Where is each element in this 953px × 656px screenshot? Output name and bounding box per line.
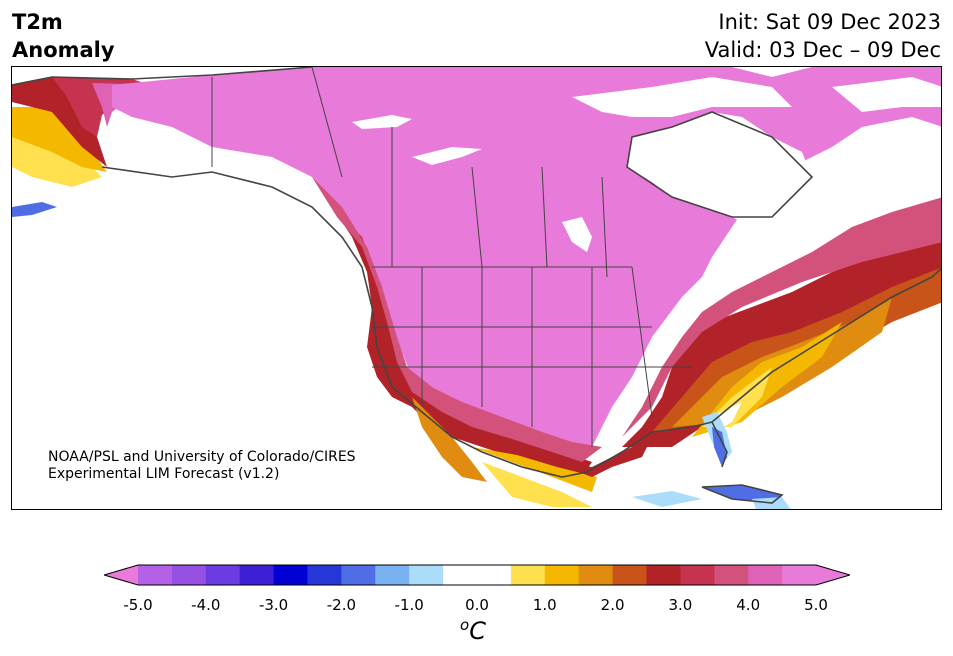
siberia-blue — [12, 202, 57, 217]
colorbar-tick-label: -2.0 — [326, 596, 357, 614]
colorbar-segment — [443, 565, 478, 585]
colorbar-segment — [714, 565, 749, 585]
colorbar-segment — [748, 565, 783, 585]
colorbar-segment — [477, 565, 512, 585]
florida-blue — [712, 427, 727, 467]
colorbar-over-arrow — [816, 565, 850, 585]
arctic-water-1 — [572, 77, 792, 117]
colorbar-tick-label: -3.0 — [258, 596, 289, 614]
colorbar-segment — [409, 565, 444, 585]
lake-1 — [352, 115, 412, 129]
anomaly-map — [11, 66, 942, 510]
colorbar-segment — [612, 565, 647, 585]
unit-letter: C — [469, 617, 486, 645]
colorbar-graphic — [102, 564, 852, 586]
colorbar-segment — [239, 565, 275, 585]
credit-text: NOAA/PSL and University of Colorado/CIRE… — [48, 449, 356, 483]
lake-2 — [412, 147, 482, 165]
colorbar-tick-label: 2.0 — [600, 596, 625, 614]
colorbar-segment — [341, 565, 376, 585]
colorbar-tick-label: -1.0 — [394, 596, 424, 614]
political-borders — [211, 67, 692, 447]
gulf-red — [552, 437, 652, 477]
mexico-yellow — [482, 462, 592, 507]
credit-line-1: NOAA/PSL and University of Colorado/CIRE… — [48, 449, 356, 465]
colorbar-segment — [510, 565, 546, 585]
east-rose-band — [622, 197, 941, 437]
colorbar-segment — [578, 565, 614, 585]
quantity-label: Anomaly — [12, 38, 115, 62]
init-date: Init: Sat 09 Dec 2023 — [718, 10, 941, 34]
colorbar-segment — [782, 565, 817, 585]
arctic-water-2 — [832, 77, 941, 112]
map-canvas — [12, 67, 941, 509]
colorbar-segment — [544, 565, 580, 585]
colorbar-tick-label: 4.0 — [736, 596, 761, 614]
hudson-bay — [627, 112, 812, 227]
alaska-pink — [92, 83, 162, 127]
colorbar-tick-label: -5.0 — [123, 596, 153, 614]
colorbar-tick-label: 5.0 — [804, 596, 828, 614]
colorbar-segment — [307, 565, 342, 585]
caribbean-light — [632, 491, 702, 507]
west-rose-band — [312, 177, 602, 462]
colorbar-tick-label: 1.0 — [532, 596, 557, 614]
colorbar-under-arrow — [104, 565, 138, 585]
colorbar-segment — [171, 565, 207, 585]
colorbar — [102, 560, 852, 594]
colorbar-segment — [375, 565, 410, 585]
colorbar-segment — [273, 565, 308, 585]
lake-3 — [562, 217, 592, 252]
colorbar-segment — [646, 565, 681, 585]
coastlines — [12, 67, 941, 504]
mexico-orange — [412, 397, 487, 482]
forecast-dates: Init: Sat 09 Dec 2023 Valid: 03 Dec – 09… — [705, 8, 941, 64]
alaska-gold — [12, 107, 107, 172]
credit-line-2: Experimental LIM Forecast (v1.2) — [48, 466, 280, 482]
colorbar-unit: oC — [460, 616, 486, 645]
valid-range: Valid: 03 Dec – 09 Dec — [704, 38, 941, 62]
colorbar-segment — [138, 565, 173, 585]
west-red-band — [302, 187, 592, 477]
colorbar-tick-label: -4.0 — [191, 596, 221, 614]
variable-label: T2m — [12, 10, 63, 34]
colorbar-segment — [680, 565, 715, 585]
degree-mark: o — [460, 616, 470, 634]
map-title: T2m Anomaly — [12, 8, 115, 64]
southeast-yellow — [702, 367, 772, 427]
colorbar-ticks: -5.0 -4.0 -3.0 -2.0 -1.0 0.0 1.0 2.0 3.0 4.0 5.0 — [0, 596, 953, 616]
colorbar-tick-label: 0.0 — [465, 596, 489, 614]
colorbar-tick-label: 3.0 — [668, 596, 693, 614]
colorbar-segment — [205, 565, 241, 585]
